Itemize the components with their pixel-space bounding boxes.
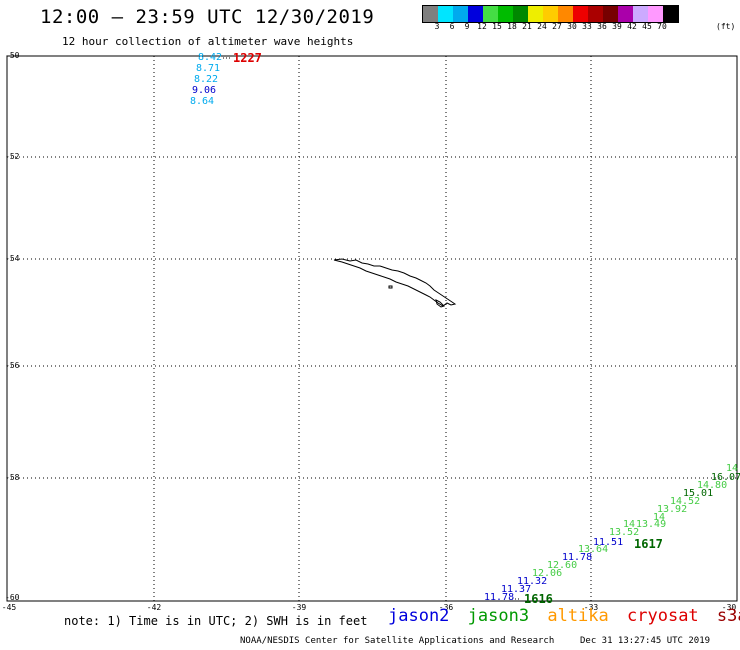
wave-height-label: 8.22 [194, 74, 219, 85]
lon-label: -33 [583, 603, 599, 612]
color-scale-label: 27 [552, 22, 562, 31]
satellite-s3a-label: s3a [716, 606, 740, 626]
color-scale-label: 36 [597, 22, 607, 31]
satellite-jason3-label: jason3 [467, 606, 530, 626]
graticule [7, 56, 737, 601]
wave-height-label: 11.37 [501, 584, 532, 595]
color-swatch [453, 6, 468, 22]
wave-height-label: 11.32 [517, 576, 548, 587]
wave-height-label: 8.64 [190, 96, 215, 107]
wave-height-label: 14.80 [697, 480, 728, 491]
color-scale-label: 30 [567, 22, 577, 31]
color-scale-label: 15 [492, 22, 502, 31]
wave-height-label: 13.64 [578, 544, 609, 555]
wave-height-label: 8.42 [198, 52, 223, 63]
color-swatch [648, 6, 663, 22]
color-swatch [588, 6, 603, 22]
pass-time-label: 1616 [524, 592, 553, 606]
satellite-altika-label: altika [547, 606, 609, 626]
color-scale-label: 24 [537, 22, 547, 31]
color-scale-label: 12 [477, 22, 487, 31]
wave-height-label: 14 [653, 512, 666, 523]
color-scale-label: 6 [449, 22, 455, 31]
color-scale-label: 3 [434, 22, 440, 31]
credit-line: NOAA/NESDIS Center for Satellite Applica… [240, 636, 555, 646]
units-note: note: 1) Time is in UTC; 2) SWH is in fe… [64, 614, 368, 628]
wave-height-label: 14 [623, 519, 636, 530]
pass-time-label: 1617 [634, 537, 663, 551]
color-swatch [528, 6, 543, 22]
color-scale-label: 42 [627, 22, 637, 31]
lon-label: -36 [438, 603, 454, 612]
island-coastline [333, 258, 457, 307]
color-swatch [633, 6, 648, 22]
color-swatch [573, 6, 588, 22]
color-swatch [468, 6, 483, 22]
color-scale-label: 39 [612, 22, 622, 31]
satellite-jason2-label: jason2 [388, 606, 450, 626]
color-swatch [483, 6, 498, 22]
color-swatch [558, 6, 573, 22]
islet [388, 285, 393, 289]
lon-label: -42 [146, 603, 162, 612]
color-scale-label: 21 [522, 22, 532, 31]
color-swatch [498, 6, 513, 22]
lon-label: -39 [291, 603, 307, 612]
lat-label: -56 [5, 361, 20, 370]
wave-height-label: 14.52 [670, 496, 701, 507]
color-swatch [438, 6, 453, 22]
lat-label: -54 [5, 254, 20, 263]
color-swatch [513, 6, 528, 22]
wave-height-label: 9.06 [192, 85, 217, 96]
color-swatch [618, 6, 633, 22]
wave-height-label: 13.49 [636, 519, 667, 530]
color-swatch [543, 6, 558, 22]
page-subtitle: 12 hour collection of altimeter wave hei… [62, 35, 354, 48]
wave-height-label: 11.51 [593, 537, 624, 548]
lat-label: -52 [5, 152, 20, 161]
wave-height-label: 16.07 [711, 472, 740, 483]
satellite-legend: jason2 jason3 altika cryosat s3a [388, 606, 740, 626]
wave-height-label: 11.78 [562, 552, 593, 563]
page-title: 12:00 – 23:59 UTC 12/30/2019 [40, 6, 375, 28]
color-swatch [603, 6, 618, 22]
wave-height-label: 11.78 [484, 592, 515, 603]
lat-label: -58 [5, 473, 20, 482]
lon-label: -45 [1, 603, 17, 612]
island-south-tip [435, 299, 445, 308]
color-scale-label: 45 [642, 22, 652, 31]
color-scale-label: 9 [464, 22, 470, 31]
map-border [6, 55, 738, 602]
color-scale-unit: (ft) [716, 22, 736, 31]
color-swatch [663, 6, 678, 22]
color-scale-label: 70 [657, 22, 667, 31]
wave-height-label: 15.01 [683, 488, 714, 499]
satellite-cryosat-label: cryosat [627, 606, 699, 626]
wave-height-label: 12.06 [532, 568, 563, 579]
wave-height-label: 13.52 [609, 527, 640, 538]
wave-height-label: 13.92 [657, 504, 688, 515]
lat-label: -50 [5, 51, 20, 60]
lon-label: -30 [721, 603, 737, 612]
wave-height-label: 12.60 [547, 560, 578, 571]
generated-timestamp: Dec 31 13:27:45 UTC 2019 [580, 636, 711, 646]
pass-time-label: 1227 [233, 51, 262, 65]
color-swatch [423, 6, 438, 22]
wave-height-label: 8.71 [196, 63, 221, 74]
color-scale-legend [422, 5, 679, 23]
color-scale-label: 18 [507, 22, 517, 31]
color-scale-label: 33 [582, 22, 592, 31]
lat-label: -60 [5, 593, 20, 602]
wave-height-label: 14 [726, 463, 739, 474]
